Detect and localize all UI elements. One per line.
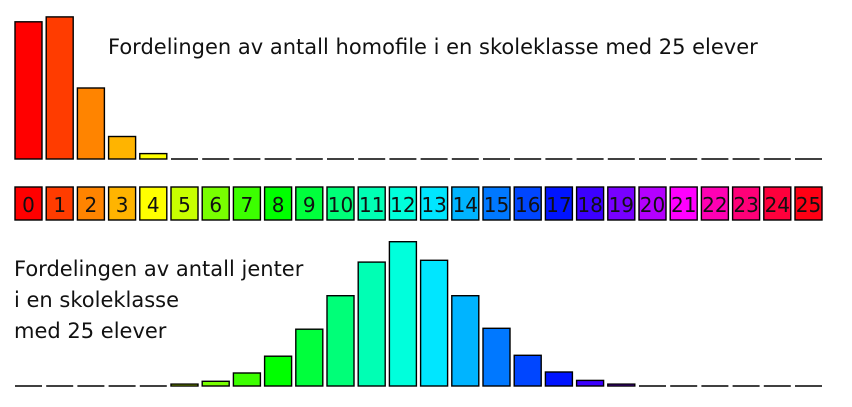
legend-swatch-25 — [794, 186, 823, 221]
bottom-bar-8 — [263, 355, 293, 387]
bottom-bar-17 — [544, 371, 574, 387]
legend-swatch-10 — [326, 186, 355, 221]
legend-label-22: 22 — [702, 193, 727, 217]
legend-swatch-7 — [232, 186, 262, 221]
legend-swatch-1 — [45, 186, 74, 221]
legend-swatch-23 — [731, 186, 761, 221]
legend-swatch-14 — [451, 186, 480, 221]
legend-label-11: 11 — [359, 193, 384, 217]
legend-label-13: 13 — [421, 193, 446, 217]
legend-swatch-8 — [263, 186, 293, 221]
legend-label-21: 21 — [671, 193, 696, 217]
bottom-bar-18 — [575, 379, 605, 387]
legend-label-8: 8 — [272, 193, 285, 217]
legend-swatch-0 — [14, 186, 43, 221]
legend-swatch-19 — [607, 186, 636, 221]
legend-label-14: 14 — [453, 193, 478, 217]
legend-swatch-18 — [575, 186, 605, 221]
legend-label-5: 5 — [178, 193, 191, 217]
legend-swatch-12 — [388, 186, 418, 221]
legend-label-10: 10 — [328, 193, 353, 217]
top-bar-4 — [139, 152, 168, 160]
legend-swatch-9 — [295, 186, 324, 221]
bottom-bar-6 — [201, 380, 230, 387]
legend-swatch-5 — [170, 186, 199, 221]
legend-label-6: 6 — [209, 193, 222, 217]
top-bar-3 — [107, 135, 137, 160]
bottom-bar-16 — [513, 354, 542, 387]
legend-label-0: 0 — [22, 193, 35, 217]
legend-swatch-22 — [700, 186, 730, 221]
bottom-chart-title: Fordelingen av antall jenter i en skolek… — [14, 257, 304, 343]
bottom-bar-9 — [295, 328, 324, 387]
legend-label-12: 12 — [390, 193, 415, 217]
legend-swatch-4 — [139, 186, 168, 221]
top-bar-1 — [45, 16, 74, 160]
bottom-bar-10 — [326, 295, 355, 387]
legend-label-7: 7 — [241, 193, 254, 217]
top-chart-bars — [14, 16, 822, 160]
top-bar-2 — [76, 87, 106, 160]
legend-swatch-3 — [107, 186, 137, 221]
legend-label-4: 4 — [147, 193, 160, 217]
bottom-bar-5 — [170, 383, 199, 387]
legend-label-3: 3 — [116, 193, 129, 217]
legend-swatch-21 — [669, 186, 698, 221]
bottom-chart-bars — [15, 240, 822, 387]
legend-label-25: 25 — [796, 193, 821, 217]
legend-swatch-15 — [482, 186, 511, 221]
legend-swatch-20 — [638, 186, 667, 221]
category-color-legend: 0 1 2 3 4 5 6 7 8 9 10 11 12 13 14 15 16 17 18 19 20 21 22 23 24… — [14, 186, 823, 221]
top-bar-0 — [14, 21, 43, 160]
bottom-bar-19 — [607, 383, 636, 387]
legend-label-15: 15 — [484, 193, 509, 217]
bottom-bar-7 — [232, 372, 262, 387]
legend-label-20: 20 — [640, 193, 665, 217]
legend-swatch-13 — [419, 186, 449, 221]
legend-swatch-2 — [76, 186, 106, 221]
legend-swatch-16 — [513, 186, 542, 221]
legend-swatch-17 — [544, 186, 574, 221]
legend-label-9: 9 — [303, 193, 316, 217]
legend-swatch-24 — [763, 186, 792, 221]
bottom-bar-15 — [482, 327, 511, 387]
legend-swatch-11 — [357, 186, 386, 221]
legend-label-18: 18 — [577, 193, 602, 217]
legend-label-1: 1 — [53, 193, 66, 217]
bottom-bar-13 — [419, 259, 449, 387]
legend-label-23: 23 — [733, 193, 758, 217]
top-chart-title: Fordelingen av antall homofile i en skol… — [108, 35, 758, 59]
legend-label-16: 16 — [515, 193, 540, 217]
bottom-bar-12 — [388, 240, 418, 387]
legend-label-24: 24 — [765, 193, 790, 217]
legend-swatch-6 — [201, 186, 230, 221]
bottom-bar-14 — [451, 295, 480, 387]
legend-label-17: 17 — [546, 193, 571, 217]
legend-label-19: 19 — [609, 193, 634, 217]
legend-label-2: 2 — [85, 193, 98, 217]
bottom-bar-11 — [357, 261, 386, 387]
